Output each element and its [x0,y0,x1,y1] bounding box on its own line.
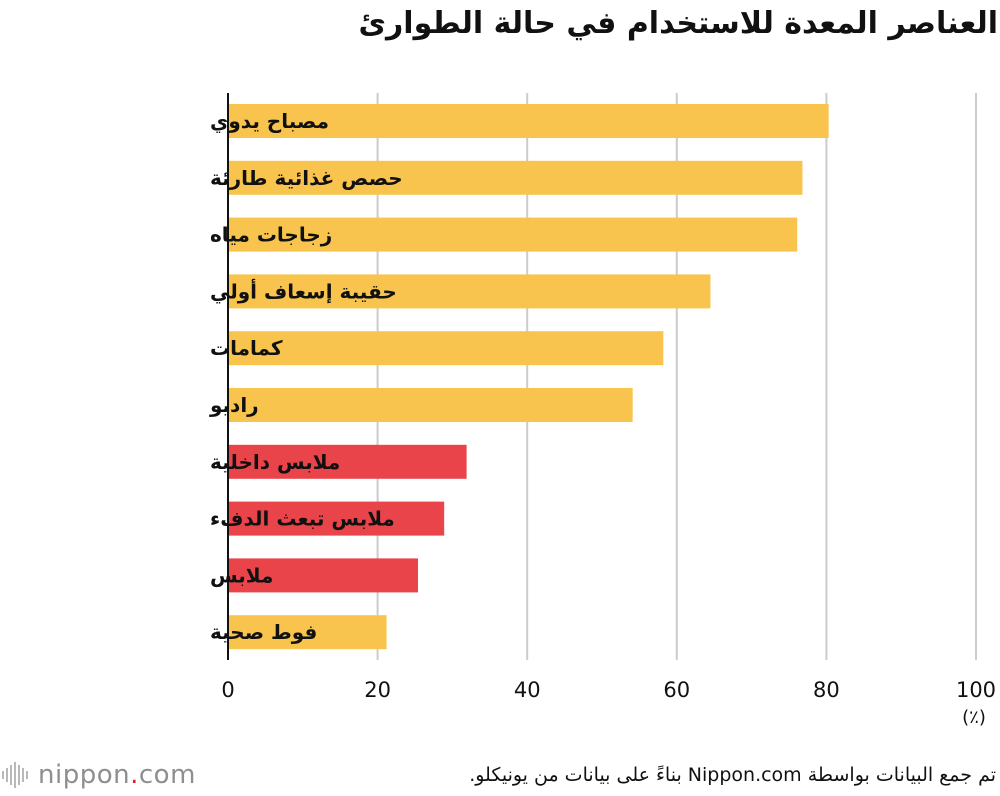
bar [228,274,711,309]
logo-mark-icon [2,762,28,788]
category-label: زجاجات مياه [210,223,332,247]
bar [228,615,387,650]
x-tick-label: 100 [956,678,996,702]
category-label: كمامات [210,336,283,360]
category-label: مصباح يدوي [210,109,329,134]
logo-tld: com [138,760,196,790]
category-label: راديو [209,393,259,417]
category-labels: مصباح يدوي حصص غذائية طارئة زجاجات مياه حقي… [209,109,403,644]
bar [228,501,445,536]
category-label: ملابس [210,563,273,587]
chart-title: العناصر المعدة للاستخدام في حالة الطوارئ [358,6,998,41]
x-tick-label: 20 [364,678,391,702]
bar [228,104,829,138]
category-label: ملابس تبعث الدفء [210,507,395,531]
x-tick-label: 40 [514,678,541,702]
category-label: ملابس داخلية [210,450,340,474]
footer: nippon.com تم جمع البيانات بواسطة Nippon… [0,752,1000,796]
x-tick-label: 60 [663,678,690,702]
category-label: حقيبة إسعاف أولي [210,277,397,304]
category-label: حصص غذائية طارئة [210,166,403,190]
bars [228,104,829,650]
logo-text: nippon.com [38,760,196,790]
x-tick-labels: 0 20 40 60 80 100 [221,678,996,702]
bar [228,331,664,366]
x-tick-label: 0 [221,678,234,702]
bar [228,217,798,252]
x-axis-unit-label: (٪) [962,707,986,728]
x-tick-label: 80 [813,678,840,702]
bar [228,388,633,422]
bar [228,160,803,195]
logo-dot: . [130,760,139,790]
bar [228,558,418,593]
source-note: تم جمع البيانات بواسطة Nippon.com بناءً … [469,764,996,786]
nippon-logo[interactable]: nippon.com [2,760,196,790]
category-label: فوط صحية [210,620,317,644]
logo-name: nippon [38,760,131,790]
bar-chart: مصباح يدوي حصص غذائية طارئة زجاجات مياه حقي… [209,93,996,728]
bar [228,444,467,479]
